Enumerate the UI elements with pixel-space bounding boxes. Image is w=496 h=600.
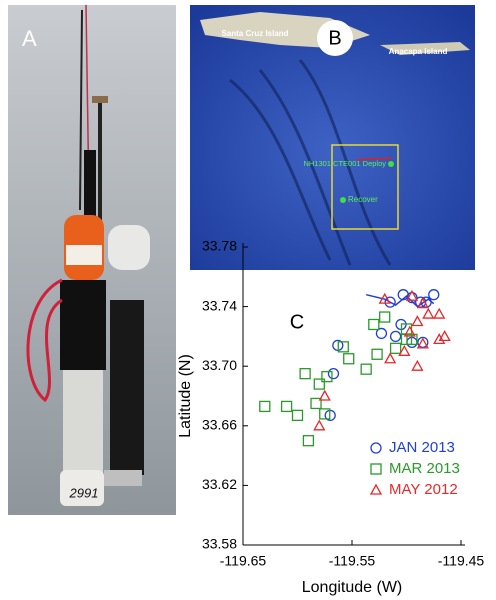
map-b: B Santa Cruz Island Anacapa Island NH130… [190,5,475,270]
legend-label: MAR 2013 [389,460,460,477]
legend-label: JAN 2013 [389,439,455,456]
point [303,436,313,446]
figure: A 2991 B Santa Cruz Island Anacapa Islan… [0,0,496,600]
point [391,331,401,341]
y-tick-label: 33.62 [202,476,237,492]
y-tick-label: 33.58 [202,536,237,552]
figure-canvas: A 2991 B Santa Cruz Island Anacapa Islan… [0,0,496,600]
point [328,369,338,379]
point [361,364,371,374]
map-label: Anacapa Island [389,47,448,56]
map-label: NH1301 CTE001 Deploy [303,159,386,168]
point [434,309,444,318]
point [344,354,354,364]
y-tick-label: 33.70 [202,357,237,373]
point [322,372,332,382]
point [372,349,382,359]
x-tick-label: -119.55 [329,553,376,569]
point [282,401,292,411]
point [391,343,401,353]
y-tick-label: 33.78 [202,238,237,254]
instrument-tag: 2991 [69,485,99,500]
chart-title: C [290,311,304,333]
legend-label: MAY 2012 [389,481,458,498]
point [369,319,379,329]
map-label: Recover [348,195,378,204]
chart: C Longitude (W) Latitude (N) 33.58 33.62 3… [177,238,484,597]
point [300,369,310,379]
y-tick-label: 33.66 [202,417,237,433]
point [412,361,422,370]
point [412,317,422,326]
y-tick-label: 33.74 [202,297,237,313]
legend-marker [371,443,381,453]
point [385,354,395,363]
panel-label: B [328,27,341,49]
legend-marker [371,485,381,494]
panel-label: A [22,26,37,51]
legend-marker [371,464,381,474]
photo-a: A 2991 [8,5,176,515]
point [260,401,270,411]
x-tick-label: -119.45 [438,553,485,569]
point [429,290,439,300]
map-label: Santa Cruz Island [221,29,288,38]
point [293,410,303,420]
x-axis-label: Longitude (W) [302,579,403,596]
point [380,312,390,322]
x-tick-label: -119.65 [220,553,267,569]
point [423,309,433,318]
y-axis-label: Latitude (N) [177,354,194,438]
point [314,421,324,430]
point [314,379,324,389]
